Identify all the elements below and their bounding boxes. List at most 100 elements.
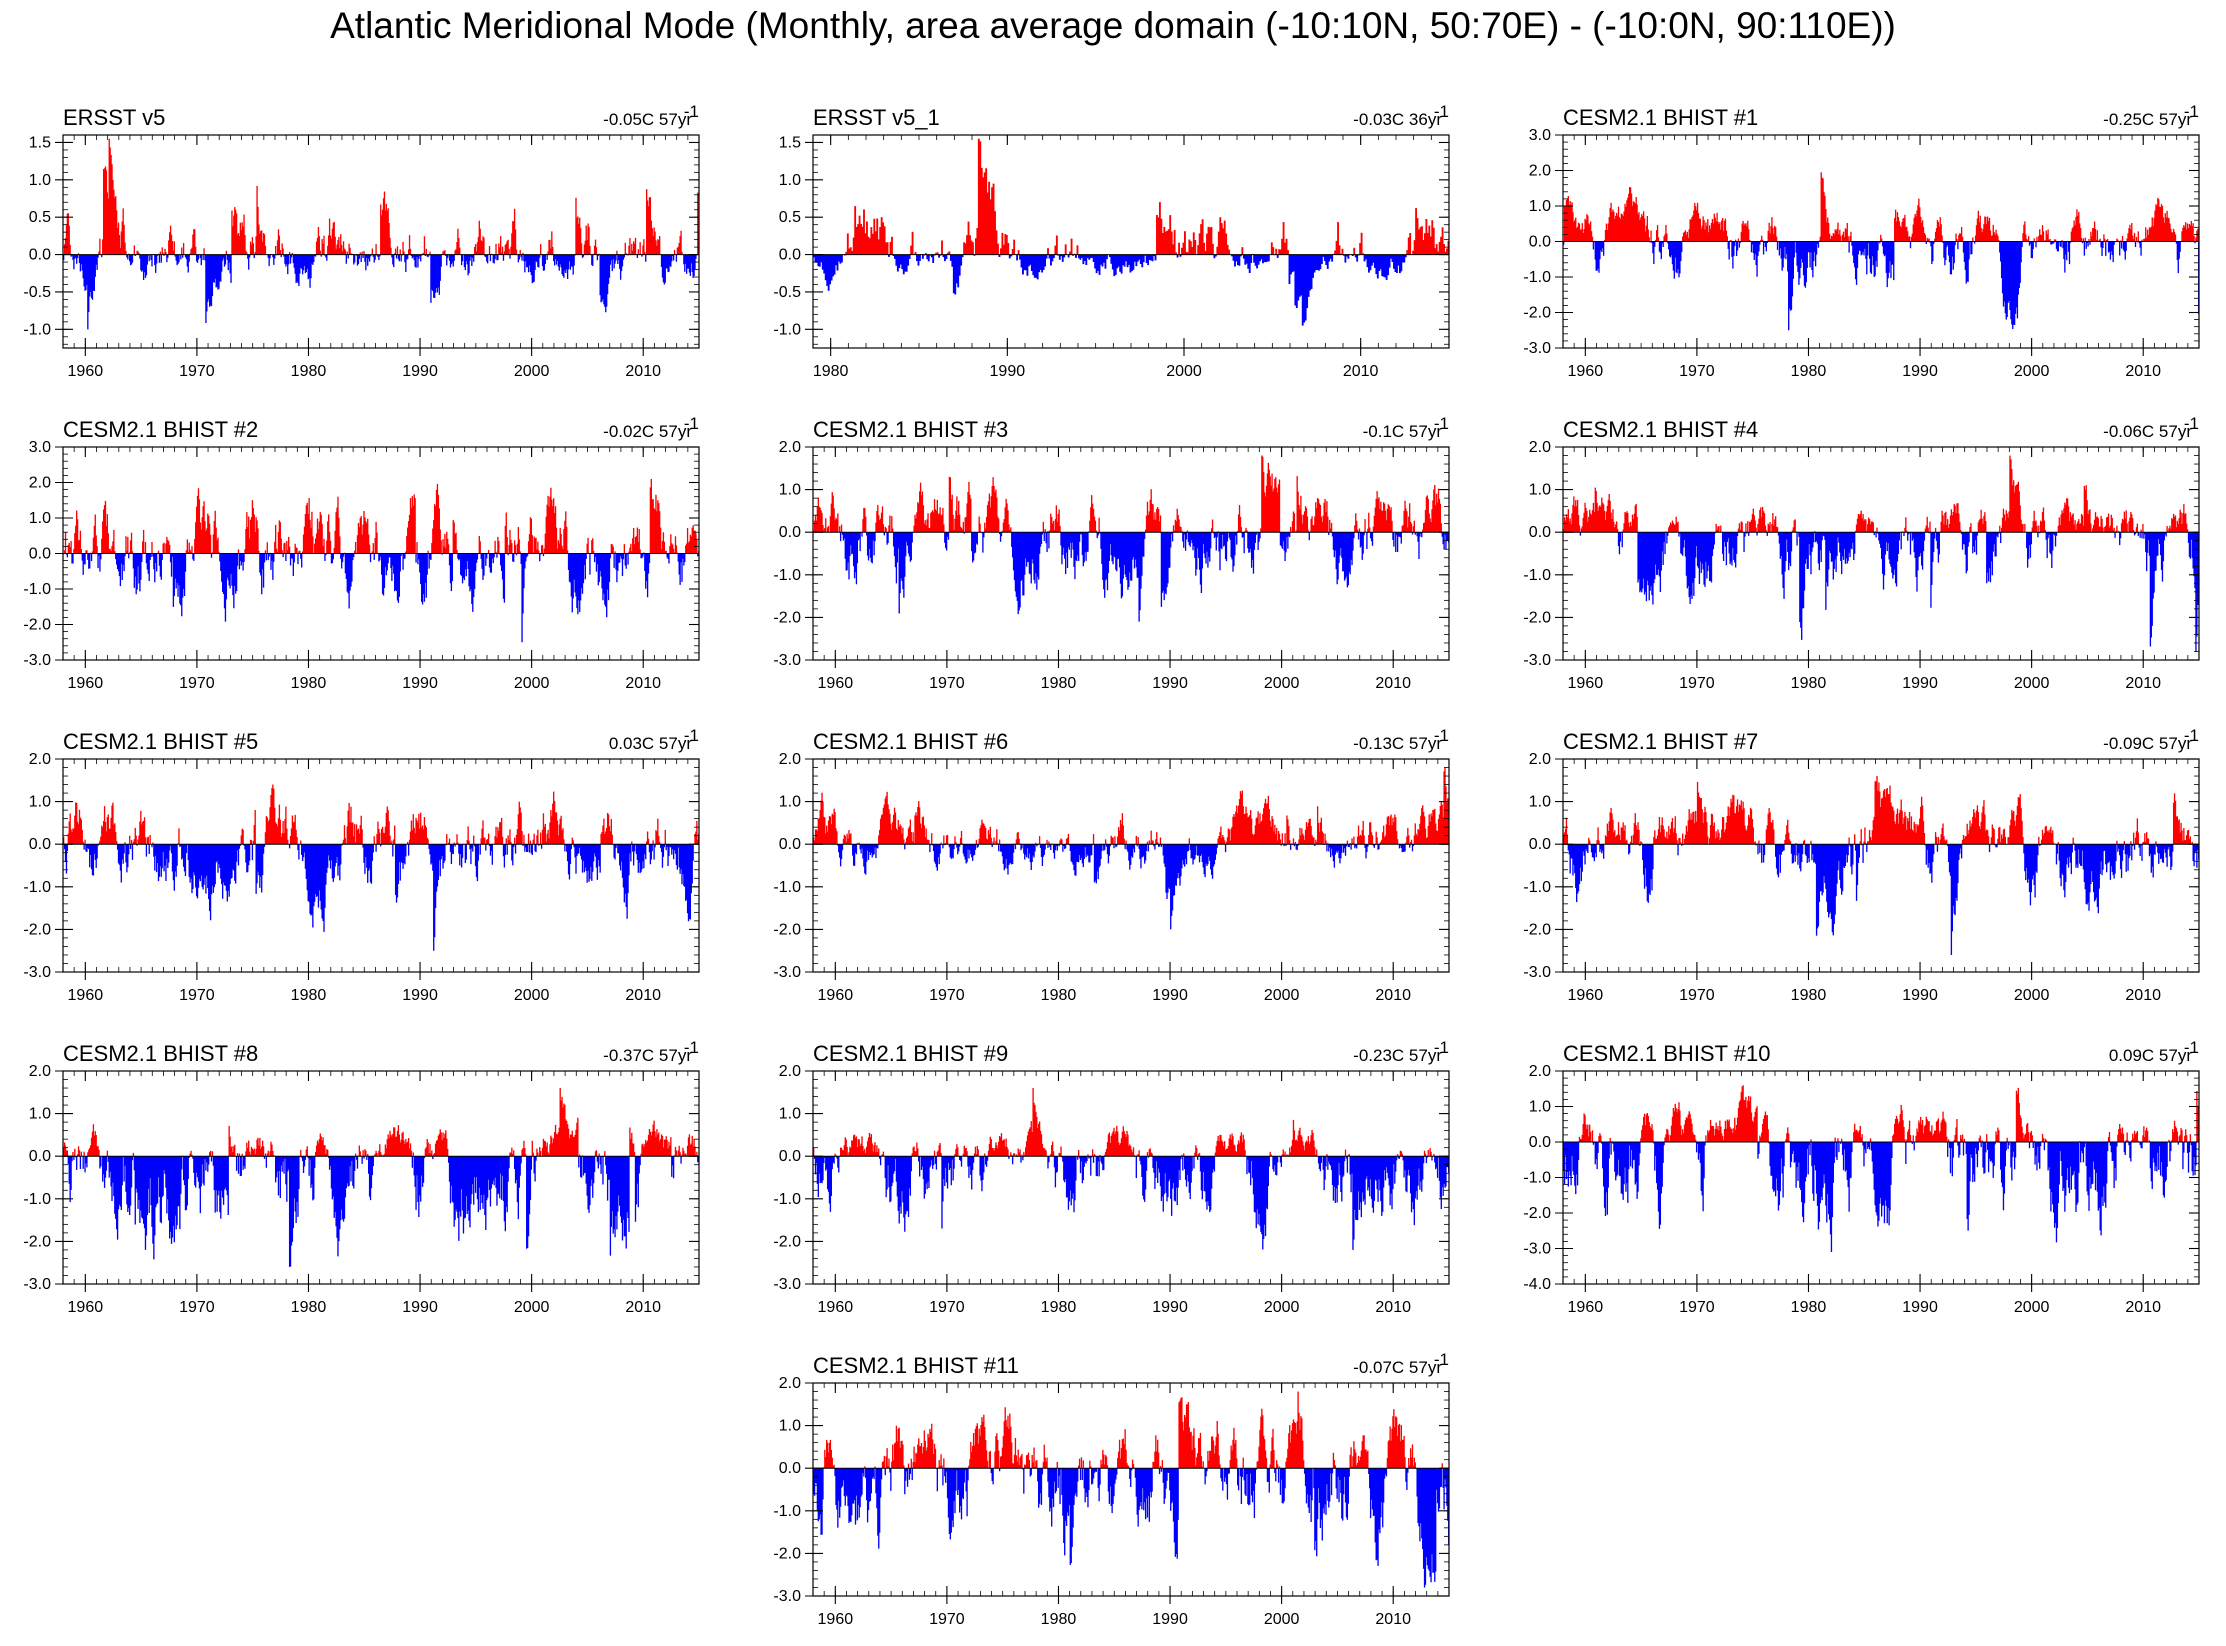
y-tick-label: 1.0 xyxy=(29,510,51,527)
x-tick-label: 1970 xyxy=(1679,1299,1715,1316)
plot-frame xyxy=(812,446,1450,661)
panel-trend: -0.06C 57yr xyxy=(2103,422,2192,441)
x-tick-label: 2000 xyxy=(1264,1611,1300,1628)
negative-anomaly-area xyxy=(813,1156,1450,1250)
x-tick-label: 2010 xyxy=(625,987,661,1004)
x-tick-label: 2000 xyxy=(1264,675,1300,692)
positive-anomaly-area xyxy=(1563,776,2193,845)
y-tick-label: -1.0 xyxy=(1523,1170,1551,1187)
panel-trend: -0.1C 57yr xyxy=(1363,422,1443,441)
x-tick-label: 1970 xyxy=(179,363,215,380)
x-tick-label: 1960 xyxy=(68,675,104,692)
x-tick-label: 2010 xyxy=(625,1299,661,1316)
y-tick-label: 2.0 xyxy=(779,1375,801,1392)
panel: CESM2.1 BHIST #2 -0.02C 57yr-1 -3.0 -2.0 -1.… xyxy=(23,414,700,692)
x-tick-label: 1980 xyxy=(291,675,327,692)
x-tick-label: 1960 xyxy=(818,1611,854,1628)
panel: CESM2.1 BHIST #9 -0.23C 57yr-1 -3.0 -2.0 -1.… xyxy=(773,1038,1450,1316)
y-tick-label: 0.0 xyxy=(779,247,801,264)
panel-title: CESM2.1 BHIST #11 xyxy=(813,1353,1019,1378)
y-tick-label: 2.0 xyxy=(779,439,801,456)
panel: CESM2.1 BHIST #7 -0.09C 57yr-1 -3.0 -2.0 -1.… xyxy=(1523,726,2200,1004)
y-tick-label: 1.0 xyxy=(29,1106,51,1123)
x-tick-label: 2000 xyxy=(514,675,550,692)
x-tick-label: 1980 xyxy=(1791,675,1827,692)
y-tick-label: -1.0 xyxy=(773,1191,801,1208)
y-tick-label: 2.0 xyxy=(1529,163,1551,180)
x-tick-label: 2010 xyxy=(1343,363,1379,380)
panel-trend: -0.13C 57yr xyxy=(1353,734,1442,753)
panel-title: CESM2.1 BHIST #9 xyxy=(813,1041,1008,1066)
x-tick-label: 1960 xyxy=(68,1299,104,1316)
y-tick-label: -1.0 xyxy=(773,567,801,584)
y-tick-label: 1.5 xyxy=(779,134,801,151)
x-tick-label: 1980 xyxy=(291,363,327,380)
y-tick-label: -4.0 xyxy=(1523,1276,1551,1293)
y-tick-label: -3.0 xyxy=(773,1588,801,1605)
y-tick-label: -1.0 xyxy=(773,1503,801,1520)
y-tick-label: 0.0 xyxy=(1529,234,1551,251)
x-tick-label: 1980 xyxy=(291,1299,327,1316)
panel-trend-exponent: -1 xyxy=(2184,414,2199,433)
y-tick-label: -1.0 xyxy=(773,879,801,896)
y-tick-label: 2.0 xyxy=(779,1063,801,1080)
x-tick-label: 1970 xyxy=(929,1299,965,1316)
y-tick-label: -1.0 xyxy=(1523,567,1551,584)
x-tick-label: 1960 xyxy=(818,987,854,1004)
x-tick-label: 1980 xyxy=(1041,1611,1077,1628)
y-tick-label: 1.0 xyxy=(29,794,51,811)
x-tick-label: 1990 xyxy=(990,363,1026,380)
x-tick-label: 1970 xyxy=(179,987,215,1004)
y-tick-label: 0.0 xyxy=(29,546,51,563)
x-tick-label: 1990 xyxy=(1902,987,1938,1004)
y-tick-label: 0.0 xyxy=(1529,836,1551,853)
y-tick-label: 3.0 xyxy=(1529,127,1551,144)
x-tick-label: 1990 xyxy=(402,1299,438,1316)
y-tick-label: 1.0 xyxy=(29,172,51,189)
y-tick-label: -1.0 xyxy=(23,581,51,598)
y-tick-label: 1.0 xyxy=(779,794,801,811)
x-tick-label: 1960 xyxy=(68,987,104,1004)
y-tick-label: -3.0 xyxy=(23,1276,51,1293)
panel-title: ERSST v5 xyxy=(63,105,165,130)
y-tick-label: -2.0 xyxy=(23,921,51,938)
x-tick-label: 1990 xyxy=(1902,363,1938,380)
negative-anomaly-area xyxy=(67,1156,700,1267)
panel-title: CESM2.1 BHIST #8 xyxy=(63,1041,258,1066)
x-tick-label: 2000 xyxy=(1166,363,1202,380)
y-tick-label: 0.5 xyxy=(29,209,51,226)
y-tick-label: -2.0 xyxy=(773,921,801,938)
y-tick-label: 1.0 xyxy=(1529,794,1551,811)
y-tick-label: 1.0 xyxy=(1529,198,1551,215)
x-tick-label: 2000 xyxy=(514,363,550,380)
x-tick-label: 2000 xyxy=(1264,987,1300,1004)
panel-title: CESM2.1 BHIST #2 xyxy=(63,417,258,442)
y-tick-label: -2.0 xyxy=(23,617,51,634)
y-tick-label: 0.0 xyxy=(779,836,801,853)
panel-trend-exponent: -1 xyxy=(1434,102,1449,121)
y-tick-label: -0.5 xyxy=(23,284,51,301)
y-tick-label: -2.0 xyxy=(1523,921,1551,938)
x-tick-label: 1990 xyxy=(1152,1299,1188,1316)
y-tick-label: -1.0 xyxy=(23,321,51,338)
x-tick-label: 1960 xyxy=(1568,987,1604,1004)
x-tick-label: 1980 xyxy=(813,363,849,380)
x-tick-label: 2000 xyxy=(2014,675,2050,692)
x-tick-label: 1960 xyxy=(1568,675,1604,692)
panel: CESM2.1 BHIST #4 -0.06C 57yr-1 -3.0 -2.0 -1.… xyxy=(1523,414,2200,692)
x-tick-label: 1990 xyxy=(402,675,438,692)
y-tick-label: -1.0 xyxy=(1523,879,1551,896)
positive-anomaly-area xyxy=(813,455,1442,533)
x-tick-label: 2010 xyxy=(1375,1299,1411,1316)
x-tick-label: 2010 xyxy=(1375,1611,1411,1628)
y-tick-label: 2.0 xyxy=(779,751,801,768)
panel-grid: ERSST v5 -0.05C 57yr-1-1.0-0.50.00.51.01.… xyxy=(23,102,2200,1628)
panel-trend: -0.03C 36yr xyxy=(1353,110,1442,129)
negative-anomaly-area xyxy=(63,844,695,951)
y-tick-label: -3.0 xyxy=(773,1276,801,1293)
panel-title: ERSST v5_1 xyxy=(813,105,940,130)
x-tick-label: 2000 xyxy=(2014,363,2050,380)
panel-title: CESM2.1 BHIST #1 xyxy=(1563,105,1758,130)
x-tick-label: 2000 xyxy=(1264,1299,1300,1316)
